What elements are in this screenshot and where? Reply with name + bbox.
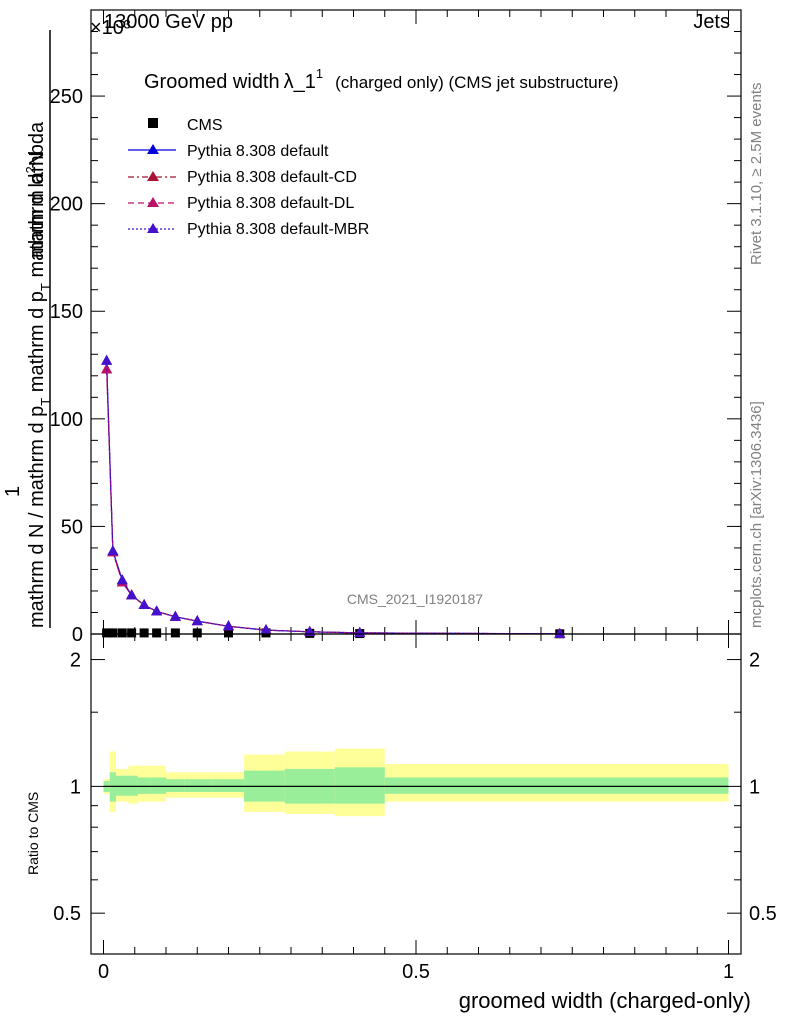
series-marker: [223, 620, 234, 631]
main-y-tick-label: 150: [50, 301, 83, 323]
ratio-y-tick-label: 1: [70, 776, 81, 798]
stat-uncertainty-band: [166, 779, 185, 792]
cms-data-point: [108, 628, 118, 638]
stat-uncertainty-band: [137, 777, 151, 794]
cms-data-point: [117, 628, 127, 638]
rivet-label: Rivet 3.1.10, ≥ 2.5M events: [748, 83, 765, 266]
main-y-tick-label: 250: [50, 86, 83, 108]
main-series: [101, 354, 566, 639]
ratio-y-tick-label-right: 0.5: [749, 903, 777, 925]
svg-text:1: 1: [2, 486, 24, 497]
x-axis-title: groomed width (charged-only): [459, 988, 751, 1013]
exponent-label: ×10³: [90, 17, 131, 39]
ratio-y-tick-label-right: 2: [749, 650, 760, 672]
svg-text:mathrm d2N: mathrm d2N: [23, 152, 48, 258]
series-marker: [101, 354, 113, 365]
series-line: [106, 360, 560, 635]
category-label: Jets: [693, 11, 730, 33]
mcplots-label: mcplots.cern.ch [arXiv:1306.3436]: [748, 401, 765, 628]
ratio-y-tick-label: 2: [70, 650, 81, 672]
series-line: [106, 360, 560, 635]
cms-data-point: [139, 628, 149, 638]
series-marker: [116, 574, 128, 585]
svg-text:mathrm d N / mathrm d pT mathr: mathrm d N / mathrm d pT mathrm d pT mat…: [26, 121, 53, 628]
series-marker: [101, 363, 113, 374]
series-marker: [260, 624, 272, 635]
stat-uncertainty-band: [184, 779, 213, 792]
x-tick-label: 0: [98, 961, 109, 983]
legend-label-mbr: Pythia 8.308 default-MBR: [187, 221, 369, 238]
energy-label: 13000 GeV pp: [104, 11, 233, 33]
stat-uncertainty-band: [116, 775, 129, 796]
x-tick-label: 1: [723, 961, 734, 983]
cms-data-point: [170, 628, 180, 638]
legend-label-dl: Pythia 8.308 default-DL: [187, 195, 354, 212]
legend-label-default: Pythia 8.308 default: [187, 143, 329, 160]
series-marker: [191, 615, 203, 626]
legend-marker-dl: [147, 197, 159, 207]
cms-data-point: [192, 628, 202, 638]
series-marker: [169, 610, 181, 621]
legend: CMS Pythia 8.308 default Pythia 8.308 de…: [128, 117, 369, 238]
series-marker: [554, 627, 566, 638]
legend-marker-mbr: [147, 223, 159, 233]
legend-label-cd: Pythia 8.308 default-CD: [187, 169, 357, 186]
ratio-y-axis-title: Ratio to CMS: [25, 792, 41, 875]
series-marker: [304, 625, 316, 636]
series-marker: [126, 589, 138, 600]
series-marker: [138, 598, 150, 609]
stat-uncertainty-band: [150, 777, 166, 794]
stat-uncertainty-band: [212, 779, 245, 792]
main-y-tick-label: 100: [50, 409, 83, 431]
ratio-bands: [103, 748, 729, 817]
plot-title: Groomed width λ_11 (charged only) (CMS jet…: [144, 66, 619, 93]
main-y-tick-label: 0: [72, 624, 83, 646]
cms-data-point: [152, 628, 162, 638]
ratio-y-tick-label: 0.5: [53, 903, 81, 925]
main-y-tick-label: 50: [61, 516, 83, 538]
legend-label-cms: CMS: [187, 117, 223, 134]
stat-uncertainty-band: [384, 777, 729, 794]
ratio-axes: 0.5 0.5 1 1 2 2 0 0.5 1: [53, 634, 777, 983]
main-plot-frame: [90, 9, 742, 635]
main-y-axis-title: mathrm d2N 1 mathrm d N / mathrm d pT ma…: [2, 30, 53, 628]
main-axes: 0 50 100 150 200 250: [50, 9, 741, 646]
cms-data-point: [127, 628, 137, 638]
x-tick-label: 0.5: [402, 961, 430, 983]
series-line: [106, 369, 560, 635]
cms-data-point: [102, 628, 112, 638]
stat-uncertainty-band: [334, 767, 385, 804]
main-y-tick-label: 200: [50, 194, 83, 216]
series-marker: [151, 605, 163, 616]
legend-marker-cms: [148, 118, 158, 128]
series-marker: [107, 545, 119, 556]
legend-marker-default: [147, 144, 159, 154]
series-line: [106, 369, 560, 635]
stat-uncertainty-band: [128, 775, 138, 796]
cms-data-point: [224, 628, 233, 638]
ratio-y-tick-label-right: 1: [749, 776, 760, 798]
analysis-label: CMS_2021_I1920187: [347, 591, 483, 607]
legend-marker-cd: [147, 171, 159, 181]
